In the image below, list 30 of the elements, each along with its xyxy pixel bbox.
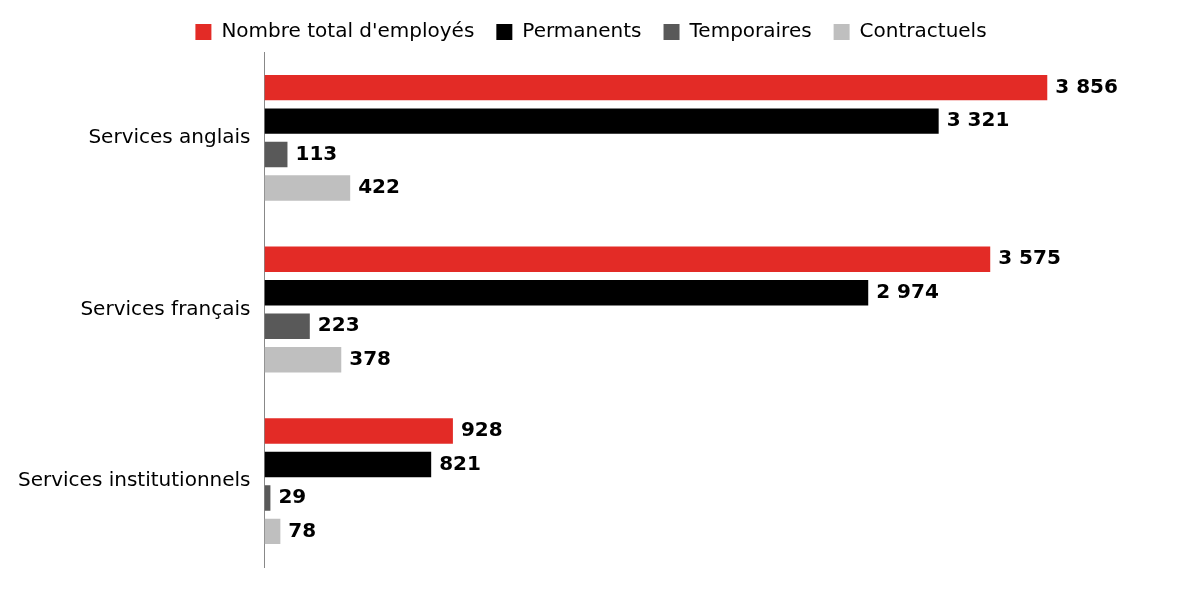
- bar: [264, 313, 310, 339]
- bar: [264, 246, 991, 273]
- bar: [264, 108, 939, 134]
- data-label: 378: [349, 345, 392, 370]
- bar: [264, 346, 342, 373]
- bar: [264, 451, 432, 478]
- y-tick-label: Services français: [80, 295, 251, 320]
- data-label: 223: [317, 312, 360, 337]
- legend-label: Nombre total d'employés: [221, 18, 475, 43]
- data-label: 78: [288, 517, 317, 542]
- legend-label: Contractuels: [859, 18, 987, 43]
- data-label: 3 856: [1055, 73, 1118, 98]
- bar: [264, 418, 453, 444]
- data-label: 29: [278, 484, 307, 509]
- data-label: 2 974: [876, 278, 939, 303]
- data-label: 3 575: [998, 245, 1061, 270]
- legend-label: Temporaires: [688, 18, 812, 43]
- bar: [264, 175, 351, 201]
- bar: [264, 280, 869, 306]
- y-tick-label: Services anglais: [88, 124, 251, 149]
- data-label: 821: [439, 450, 481, 475]
- data-label: 422: [358, 174, 400, 199]
- y-tick-label: Services institutionnels: [18, 467, 251, 492]
- data-label: 113: [295, 140, 338, 165]
- bar: [264, 141, 288, 168]
- bar: [264, 518, 281, 545]
- legend-label: Permanents: [522, 18, 642, 43]
- data-label: 928: [460, 417, 503, 442]
- bar: [264, 74, 1048, 101]
- data-label: 3 321: [946, 107, 1010, 132]
